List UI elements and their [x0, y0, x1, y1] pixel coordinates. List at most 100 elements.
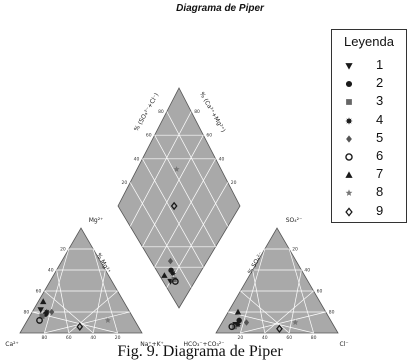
- mg-axis-label: Mg²⁺: [89, 217, 104, 224]
- diamond-tick-label: 40: [134, 156, 140, 162]
- anion-tick-label: 80: [311, 335, 317, 341]
- diamond-point-9: [170, 201, 178, 211]
- so4-axis-label: SO₄²⁻: [286, 217, 303, 224]
- anion-panel: [215, 227, 339, 334]
- cation-gridline: [56, 269, 70, 334]
- anion-gridline: [240, 311, 326, 334]
- legend-item: 9: [340, 203, 400, 219]
- legend-marker-6: [345, 153, 353, 161]
- cation-panel: [19, 227, 143, 334]
- cation-point-4: [43, 308, 50, 316]
- cation-tick-label: 60: [66, 335, 72, 341]
- legend-marker-9: [345, 206, 353, 217]
- legend-marker-2: [345, 81, 353, 88]
- anion-point-7: [234, 308, 242, 315]
- cation-gridline: [44, 311, 130, 334]
- anion-tick-label: 60: [317, 289, 323, 295]
- cation-point-3: [39, 313, 45, 319]
- cation-point-6: [36, 316, 43, 324]
- diamond-gridline: [154, 135, 216, 247]
- legend-marker-5: [346, 135, 352, 143]
- anion-tick-label: 60: [286, 335, 292, 341]
- cation-tick-label: 40: [90, 335, 96, 341]
- legend-item: 3: [340, 93, 400, 109]
- diamond-gridline: [166, 111, 229, 227]
- legend-label: 6: [376, 148, 384, 163]
- legend-marker-triangle-down: [345, 63, 353, 70]
- legend-marker-open-diamond: [345, 206, 353, 217]
- cl-axis-label: Cl⁻: [339, 341, 348, 348]
- anion-tick-label: 20: [238, 335, 244, 341]
- cation-gridline: [92, 248, 118, 334]
- legend-label: 5: [376, 129, 384, 145]
- legend-label: 1: [376, 57, 384, 72]
- chart-title: Diagrama de Piper: [176, 3, 264, 14]
- anion-gridline: [252, 269, 266, 334]
- diamond-panel: [117, 87, 241, 309]
- diamond-tick-label: 80: [158, 109, 164, 115]
- cation-triangle: [19, 227, 143, 334]
- cation-tick-label: 60: [36, 289, 42, 295]
- diamond-tick-label: 60: [206, 133, 212, 139]
- anion-tick-label: 20: [292, 247, 298, 253]
- legend-item: 5: [340, 130, 400, 146]
- na-k-axis-label: Na⁺+K⁺: [140, 341, 163, 348]
- cation-tick-label: 20: [115, 335, 121, 341]
- diamond-left-axis-label: % (SO₄²⁻+Cl⁻): [133, 92, 160, 133]
- cation-tick-label: 20: [60, 247, 66, 253]
- legend-item: 4: [340, 112, 400, 128]
- figure-caption: Fig. 9. Diagrama de Piper: [117, 343, 283, 360]
- cation-point-9: [76, 322, 84, 331]
- legend: Leyenda 1 2 3 4 5 6 7 8 9: [331, 29, 407, 223]
- cation-tick-label: 80: [23, 310, 29, 316]
- anion-point-4: [234, 321, 242, 328]
- cation-point-7: [40, 298, 47, 305]
- cation-point-5: [49, 308, 55, 316]
- cation-tick-label: 40: [48, 268, 54, 274]
- ca-axis-label: Ca²⁺: [5, 341, 18, 348]
- diamond-gridline: [129, 182, 192, 288]
- diamond-gridline: [142, 158, 204, 268]
- legend-marker-star: [345, 189, 353, 197]
- legend-title: Leyenda: [344, 34, 394, 49]
- cation-tick-label: 80: [42, 335, 48, 341]
- legend-marker-4: [345, 116, 353, 125]
- legend-label: 8: [376, 184, 384, 200]
- anion-tick-label: 40: [262, 335, 268, 341]
- cation-gridline: [92, 269, 106, 334]
- diamond-gridline: [154, 158, 216, 268]
- diamond-point-8: [173, 166, 180, 172]
- legend-marker-star-burst: [345, 116, 353, 125]
- legend-marker-1: [345, 63, 353, 70]
- legend-item: 2: [340, 75, 400, 91]
- anion-point-2: [236, 317, 242, 324]
- cation-point-8: [104, 317, 111, 323]
- diamond-gridline: [129, 111, 192, 227]
- diamond-gridline: [166, 182, 229, 288]
- diamond-point-4: [169, 270, 177, 277]
- legend-marker-diamond: [346, 135, 352, 143]
- anion-point-6: [228, 323, 236, 331]
- legend-item: 6: [340, 148, 400, 164]
- diamond-point-7: [161, 272, 168, 278]
- diamond-tick-label: 40: [219, 156, 225, 162]
- anion-point-9: [276, 324, 283, 334]
- anion-triangle: [215, 227, 339, 334]
- anion-tick-label: 80: [329, 310, 335, 316]
- piper-diamond: [117, 87, 241, 309]
- anion-tick-label: 40: [304, 268, 310, 274]
- anion-gridline: [228, 311, 314, 334]
- anion-gridline: [288, 248, 314, 334]
- diamond-tick-label: 60: [146, 133, 152, 139]
- cation-point-1: [37, 307, 44, 314]
- data-points: [36, 166, 299, 334]
- anion-gridline: [264, 290, 314, 334]
- diamond-point-6: [171, 278, 179, 285]
- diamond-tick-label: 20: [231, 180, 237, 186]
- legend-marker-open-circle: [345, 153, 353, 161]
- legend-marker-3: [346, 99, 352, 106]
- anion-point-8: [292, 319, 299, 326]
- anion-gridline: [288, 269, 302, 334]
- legend-label: 2: [376, 75, 384, 91]
